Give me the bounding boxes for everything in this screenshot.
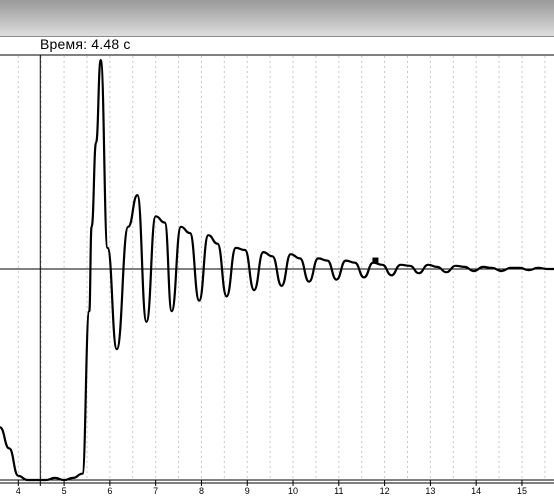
point-marker [372,257,379,264]
x-tick-label: 7 [153,486,158,496]
x-tick-label: 10 [288,486,298,496]
x-tick-label: 8 [199,486,204,496]
title-bar [0,0,554,37]
x-tick-label: 6 [107,486,112,496]
x-tick-label: 14 [471,486,481,496]
x-tick-label: 5 [62,486,67,496]
x-tick-label: 13 [425,486,435,496]
series-line [0,59,554,482]
x-tick-label: 4 [16,486,21,496]
x-tick-label: 15 [517,486,527,496]
x-tick-label: 11 [334,486,343,496]
time-readout: Время: 4.48 с [40,36,131,52]
x-tick-label: 12 [380,486,390,496]
x-tick-label: 9 [245,486,250,496]
